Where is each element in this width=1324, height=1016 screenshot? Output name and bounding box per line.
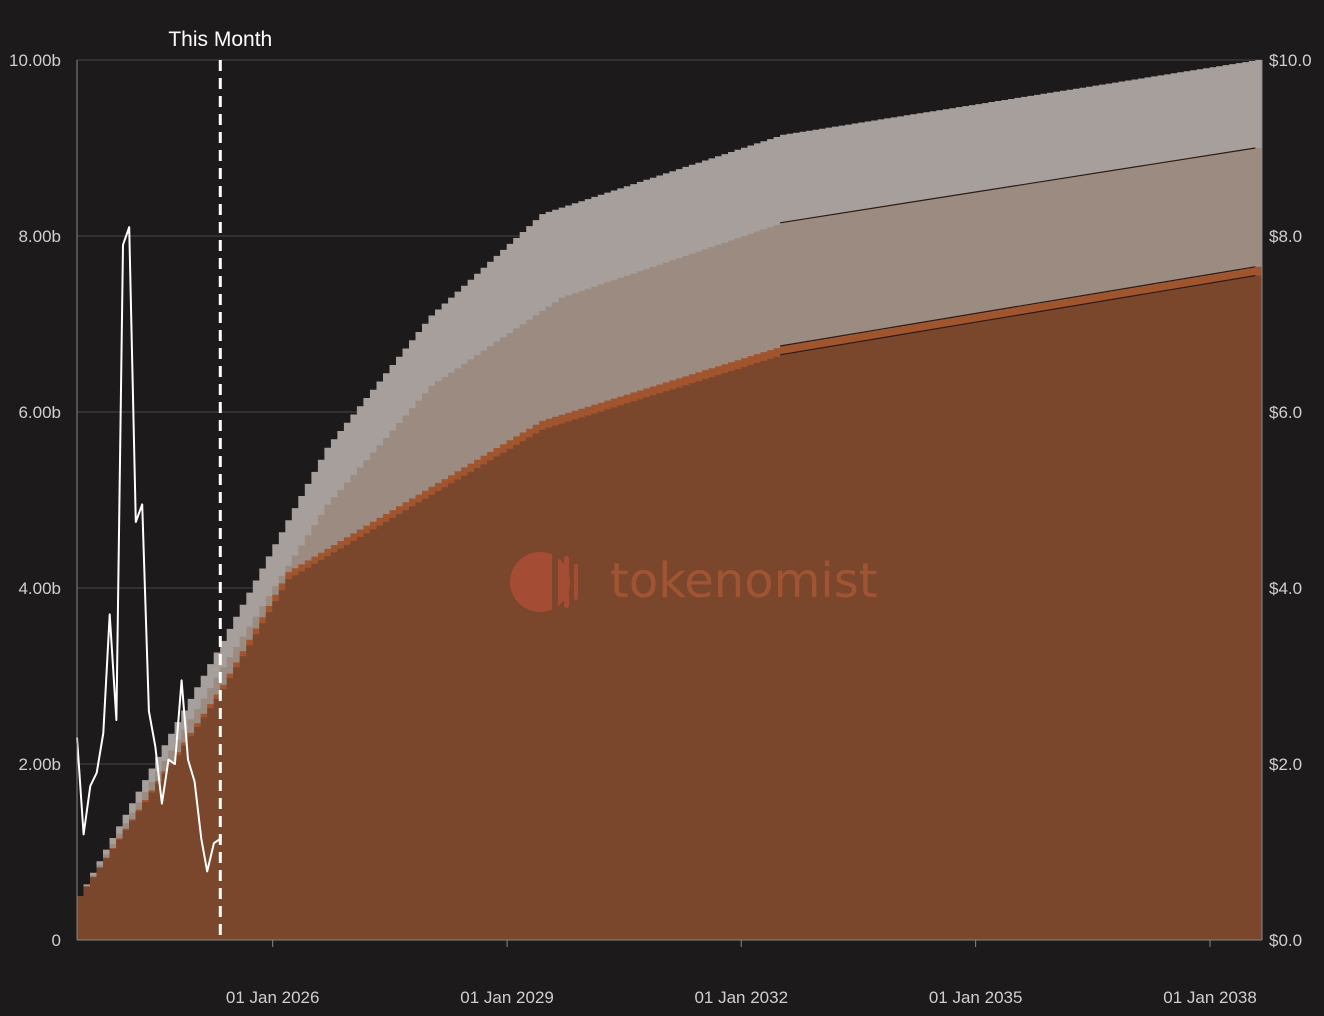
series-boundary-line	[780, 266, 1256, 347]
tick-labels: 0 2.00b 4.00b 6.00b 8.00b 10.00b $0.0 $2.0 $4.0 $…	[9, 51, 1312, 1007]
y-left-tick-label: 4.00b	[18, 579, 61, 598]
y-left-tick-label: 2.00b	[18, 755, 61, 774]
x-tick-label: 01 Jan 2029	[460, 988, 554, 1007]
tokenomist-logo-icon	[510, 552, 578, 612]
price-line-layer	[76, 226, 221, 873]
y-right-tick-label: $2.0	[1269, 755, 1302, 774]
y-left-tick-label: 8.00b	[18, 227, 61, 246]
this-month-label: This Month	[168, 28, 272, 51]
supply-area	[77, 275, 1262, 941]
y-left-tick-label: 0	[52, 931, 61, 950]
y-right-tick-label: $6.0	[1269, 403, 1302, 422]
this-month-marker: This Month	[168, 28, 272, 940]
price-line	[76, 226, 221, 873]
supply-areas	[77, 60, 1262, 941]
x-tick-label: 01 Jan 2038	[1163, 988, 1257, 1007]
y-right-tick-label: $8.0	[1269, 227, 1302, 246]
y-right-tick-label: $10.0	[1269, 51, 1312, 70]
watermark-text: tokenomist	[610, 553, 878, 609]
y-left-tick-label: 10.00b	[9, 51, 61, 70]
x-tick-label: 01 Jan 2026	[226, 988, 320, 1007]
y-right-tick-label: $4.0	[1269, 579, 1302, 598]
y-left-tick-label: 6.00b	[18, 403, 61, 422]
y-right-tick-label: $0.0	[1269, 931, 1302, 950]
tokenomist-watermark: tokenomist	[510, 552, 878, 612]
series-boundary-line	[780, 147, 1256, 224]
axes	[76, 60, 1263, 941]
x-tick-label: 01 Jan 2035	[929, 988, 1023, 1007]
x-tick-label: 01 Jan 2032	[694, 988, 788, 1007]
series-boundary-line	[780, 275, 1256, 356]
